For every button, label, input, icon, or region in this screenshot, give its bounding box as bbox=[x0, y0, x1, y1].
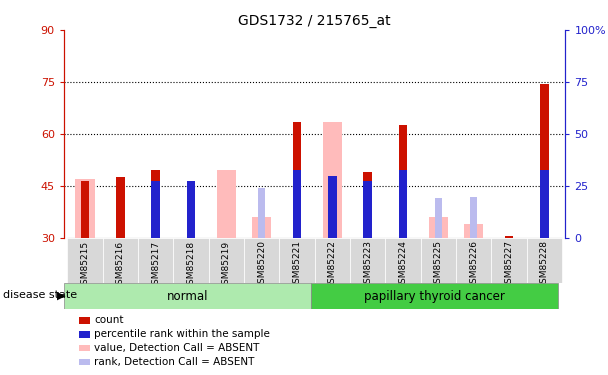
Bar bbox=[292, 122, 302, 238]
Text: count: count bbox=[94, 315, 124, 325]
Bar bbox=[435, 198, 442, 238]
Bar bbox=[315, 238, 350, 283]
Bar bbox=[527, 238, 562, 283]
Bar bbox=[464, 224, 483, 238]
Bar bbox=[363, 172, 372, 238]
Bar bbox=[350, 238, 385, 283]
Bar bbox=[252, 217, 271, 238]
Bar bbox=[216, 171, 236, 238]
Bar bbox=[398, 171, 407, 238]
Text: value, Detection Call = ABSENT: value, Detection Call = ABSENT bbox=[94, 343, 260, 353]
Bar bbox=[491, 238, 527, 283]
Bar bbox=[279, 238, 315, 283]
Bar bbox=[64, 283, 311, 309]
Text: rank, Detection Call = ABSENT: rank, Detection Call = ABSENT bbox=[94, 357, 255, 367]
Bar bbox=[421, 238, 456, 283]
Bar bbox=[540, 84, 548, 238]
Text: normal: normal bbox=[167, 290, 208, 303]
Text: disease state: disease state bbox=[3, 291, 77, 300]
Bar bbox=[398, 125, 407, 238]
Text: GSM85220: GSM85220 bbox=[257, 240, 266, 290]
Text: GSM85225: GSM85225 bbox=[434, 240, 443, 290]
Bar bbox=[116, 177, 125, 238]
Bar bbox=[138, 238, 173, 283]
Text: GSM85222: GSM85222 bbox=[328, 240, 337, 289]
Bar bbox=[470, 196, 477, 238]
Bar bbox=[456, 238, 491, 283]
Text: GSM85221: GSM85221 bbox=[292, 240, 302, 290]
Bar bbox=[429, 217, 448, 238]
Bar bbox=[67, 238, 103, 283]
Bar bbox=[173, 238, 209, 283]
Bar bbox=[328, 176, 337, 238]
Text: GSM85216: GSM85216 bbox=[116, 240, 125, 290]
Text: GSM85215: GSM85215 bbox=[80, 240, 89, 290]
Text: papillary thyroid cancer: papillary thyroid cancer bbox=[364, 290, 505, 303]
Bar bbox=[151, 181, 160, 238]
Text: percentile rank within the sample: percentile rank within the sample bbox=[94, 329, 270, 339]
Bar bbox=[151, 171, 160, 238]
Bar bbox=[363, 181, 372, 238]
Bar bbox=[187, 181, 195, 238]
Bar bbox=[75, 179, 95, 238]
Bar bbox=[244, 238, 279, 283]
Text: GSM85223: GSM85223 bbox=[363, 240, 372, 290]
Bar bbox=[540, 171, 548, 238]
Bar bbox=[258, 188, 265, 238]
Text: GSM85227: GSM85227 bbox=[505, 240, 513, 290]
Bar bbox=[323, 122, 342, 238]
Bar bbox=[311, 283, 558, 309]
Bar bbox=[81, 181, 89, 238]
Bar bbox=[329, 177, 336, 238]
Bar bbox=[385, 238, 421, 283]
Text: ▶: ▶ bbox=[57, 291, 66, 300]
Text: GSM85226: GSM85226 bbox=[469, 240, 478, 290]
Text: GSM85218: GSM85218 bbox=[187, 240, 196, 290]
Text: GSM85228: GSM85228 bbox=[540, 240, 549, 290]
Bar bbox=[209, 238, 244, 283]
Title: GDS1732 / 215765_at: GDS1732 / 215765_at bbox=[238, 13, 391, 28]
Bar bbox=[103, 238, 138, 283]
Bar bbox=[505, 236, 513, 238]
Bar bbox=[292, 171, 302, 238]
Text: GSM85217: GSM85217 bbox=[151, 240, 160, 290]
Text: GSM85224: GSM85224 bbox=[398, 240, 407, 289]
Text: GSM85219: GSM85219 bbox=[222, 240, 231, 290]
Bar bbox=[187, 181, 195, 238]
